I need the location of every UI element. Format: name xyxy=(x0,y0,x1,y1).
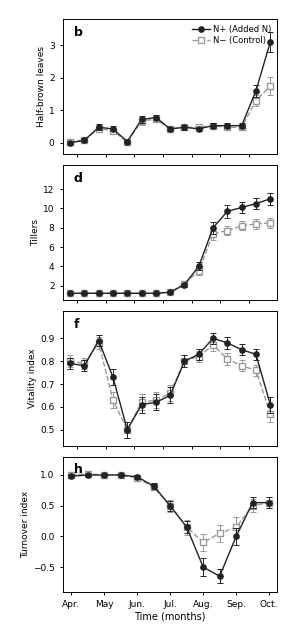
Y-axis label: Vitality index: Vitality index xyxy=(28,349,37,408)
Y-axis label: Half-brown leaves: Half-brown leaves xyxy=(37,46,46,127)
X-axis label: Time (months): Time (months) xyxy=(134,611,206,622)
Y-axis label: Tillers: Tillers xyxy=(31,219,40,246)
Text: d: d xyxy=(74,172,83,185)
Text: f: f xyxy=(74,318,79,331)
Y-axis label: Turnover index: Turnover index xyxy=(21,491,30,557)
Text: b: b xyxy=(74,26,83,39)
Legend: N+ (Added N), N− (Control): N+ (Added N), N− (Control) xyxy=(190,23,273,47)
Text: h: h xyxy=(74,464,83,476)
